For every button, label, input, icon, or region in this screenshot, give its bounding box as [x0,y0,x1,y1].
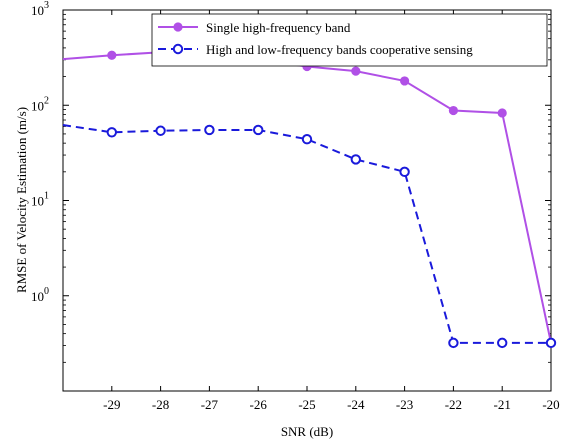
series-2-marker [545,337,557,349]
series-2-marker [106,127,118,138]
y-axis-label: RMSE of Velocity Estimation (m/s) [14,107,29,293]
series-1-marker [107,50,117,60]
series-2-marker [497,337,508,349]
series-2-marker [253,124,264,136]
series-1-marker [400,76,410,86]
y-tick-label: 100 [31,286,49,304]
x-tick-label: -23 [396,397,413,412]
series-2-marker [204,124,215,136]
x-tick-label: -20 [542,397,559,412]
legend-label-1: Single high-frequency band [206,20,351,35]
x-tick-label: -24 [347,397,365,412]
y-tick-label: 103 [31,0,49,18]
series-2-marker [350,154,361,165]
legend-marker-2 [172,43,184,55]
series-layer [62,47,557,349]
series-2-line [62,124,551,344]
axis-ticks: -29 -28 -27 -26 -25 -24 -23 -22 -21 -20 100 101 102 1… [31,0,560,412]
series-2-marker [155,125,166,136]
x-tick-label: -22 [445,397,462,412]
x-tick-label: -27 [201,397,219,412]
plot-area [62,9,552,392]
series-2 [62,124,557,349]
x-tick-label: -21 [494,397,511,412]
axis-labels: SNR (dB) RMSE of Velocity Estimation (m/… [14,107,333,439]
x-tick-label: -29 [103,397,120,412]
y-tick-label: 102 [31,95,49,113]
legend-label-2: High and low-frequency bands cooperative… [206,42,473,57]
series-2-marker [301,134,313,145]
series-1-marker [497,108,507,118]
series-1-marker [351,66,361,76]
y-tick-label: 101 [31,191,49,209]
series-2-marker [399,166,410,178]
series-1-marker [448,105,458,116]
x-tick-label: -28 [152,397,169,412]
series-2-marker [448,337,459,349]
legend-marker-1 [173,22,183,32]
legend: Single high-frequency band High and low-f… [151,13,548,67]
x-axis-label: SNR (dB) [281,424,333,439]
x-tick-label: -26 [250,397,268,412]
x-tick-label: -25 [298,397,315,412]
series-1 [62,47,556,348]
legend-box [151,13,548,67]
